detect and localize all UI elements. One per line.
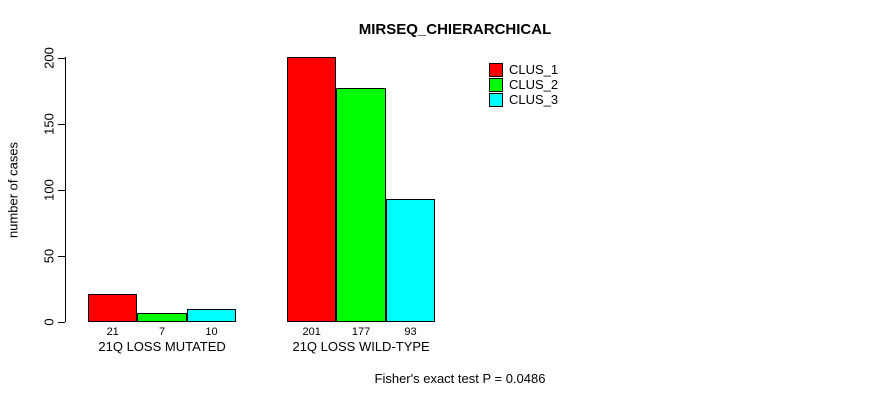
y-tick-mark-0 xyxy=(58,321,65,323)
y-tick-mark-150 xyxy=(58,123,65,125)
legend-swatch-icon-clus-3 xyxy=(489,92,503,107)
legend-swatch-icon-clus-2 xyxy=(489,77,503,92)
y-tick-label-50: 50 xyxy=(41,248,57,264)
bar-clus-2-21q-loss-mutated xyxy=(137,312,187,322)
bar-clus-1-21q-loss-wild-type xyxy=(287,56,337,322)
legend-swatch-icon-clus-1 xyxy=(489,62,503,77)
legend: CLUS_1 CLUS_2 CLUS_3 xyxy=(489,62,558,107)
category-label-21q-loss-wild-type: 21Q LOSS WILD-TYPE xyxy=(292,339,430,354)
bar-value-label-clus-1-21q-loss-mutated: 21 xyxy=(106,326,119,338)
y-tick-mark-100 xyxy=(58,189,65,191)
bar-clus-3-21q-loss-wild-type xyxy=(385,199,436,322)
category-label-21q-loss-mutated: 21Q LOSS MUTATED xyxy=(98,339,226,354)
legend-row-clus-3: CLUS_3 xyxy=(489,92,558,107)
y-tick-label-150: 150 xyxy=(41,113,57,135)
y-axis-line xyxy=(65,57,66,322)
y-tick-label-200: 200 xyxy=(41,47,57,69)
footer-annotation: Fisher's exact test P = 0.0486 xyxy=(374,371,546,386)
legend-label-clus-2: CLUS_2 xyxy=(509,77,559,92)
legend-row-clus-2: CLUS_2 xyxy=(489,77,558,92)
bar-clus-1-21q-loss-mutated xyxy=(88,294,138,322)
y-tick-mark-200 xyxy=(58,57,65,59)
chart-title: MIRSEQ_CHIERARCHICAL xyxy=(358,21,552,38)
y-tick-label-100: 100 xyxy=(41,179,57,201)
bar-clus-2-21q-loss-wild-type xyxy=(336,88,386,322)
bar-value-label-clus-1-21q-loss-wild-type: 201 xyxy=(302,326,321,338)
y-axis-title: number of cases xyxy=(5,141,21,239)
bar-clus-3-21q-loss-mutated xyxy=(186,308,237,322)
bar-value-label-clus-3-21q-loss-wild-type: 93 xyxy=(404,326,417,338)
y-tick-label-0: 0 xyxy=(41,318,57,326)
bar-value-label-clus-2-21q-loss-mutated: 7 xyxy=(159,326,166,338)
bar-value-label-clus-3-21q-loss-mutated: 10 xyxy=(205,326,218,338)
y-tick-mark-50 xyxy=(58,255,65,257)
legend-label-clus-3: CLUS_3 xyxy=(509,92,559,107)
legend-row-clus-1: CLUS_1 xyxy=(489,62,558,77)
bar-value-label-clus-2-21q-loss-wild-type: 177 xyxy=(351,326,371,338)
legend-label-clus-1: CLUS_1 xyxy=(509,62,559,77)
